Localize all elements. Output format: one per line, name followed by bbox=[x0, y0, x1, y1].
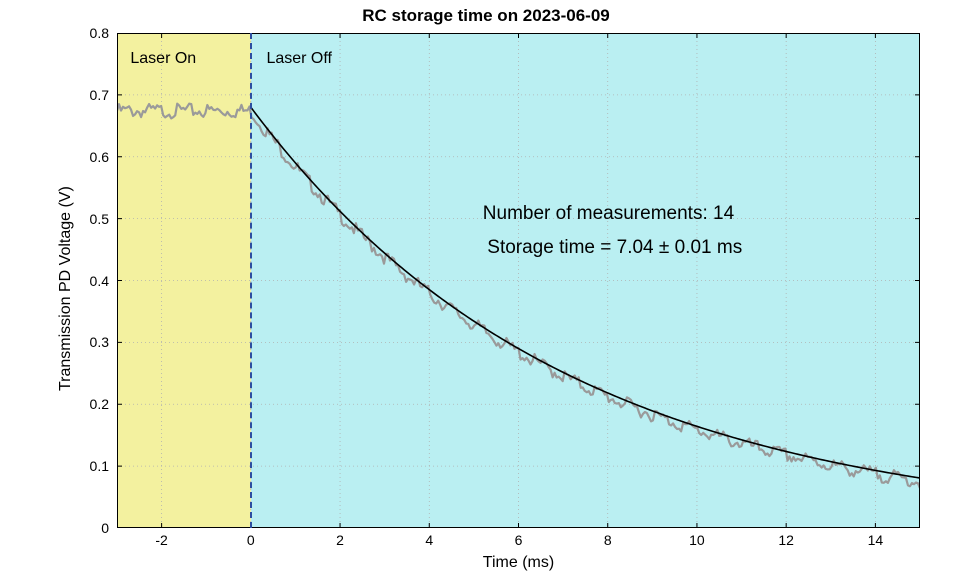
region-label-laser-on: Laser On bbox=[130, 50, 196, 68]
y-tick-label: 0.3 bbox=[90, 334, 109, 350]
x-tick-label: 10 bbox=[689, 532, 705, 548]
y-tick-label: 0.2 bbox=[90, 396, 109, 412]
annotation-storage-time: Storage time = 7.04 ± 0.01 ms bbox=[487, 237, 742, 259]
x-tick-label: -2 bbox=[155, 532, 167, 548]
annotation-measurements: Number of measurements: 14 bbox=[483, 203, 734, 225]
y-tick-label: 0 bbox=[101, 520, 109, 536]
x-tick-label: 12 bbox=[778, 532, 794, 548]
x-tick-label: 2 bbox=[336, 532, 344, 548]
y-tick-label: 0.5 bbox=[90, 211, 109, 227]
x-tick-label: 6 bbox=[515, 532, 523, 548]
chart-title: RC storage time on 2023-06-09 bbox=[0, 6, 972, 26]
y-tick-label: 0.8 bbox=[90, 25, 109, 41]
region-divider bbox=[250, 33, 252, 528]
region-label-laser-off: Laser Off bbox=[266, 50, 332, 68]
y-tick-label: 0.6 bbox=[90, 149, 109, 165]
x-axis-label: Time (ms) bbox=[117, 554, 920, 572]
x-tick-label: 4 bbox=[425, 532, 433, 548]
y-tick-label: 0.1 bbox=[90, 458, 109, 474]
x-tick-label: 8 bbox=[604, 532, 612, 548]
y-tick-label: 0.7 bbox=[90, 87, 109, 103]
plot-svg bbox=[117, 33, 920, 528]
y-axis-label: Transmission PD Voltage (V) bbox=[57, 186, 75, 391]
plot-area: Laser On Laser Off Number of measurement… bbox=[117, 33, 920, 528]
y-tick-label: 0.4 bbox=[90, 273, 109, 289]
figure: RC storage time on 2023-06-09 Laser On L… bbox=[0, 0, 972, 584]
x-tick-label: 0 bbox=[247, 532, 255, 548]
x-tick-label: 14 bbox=[868, 532, 884, 548]
